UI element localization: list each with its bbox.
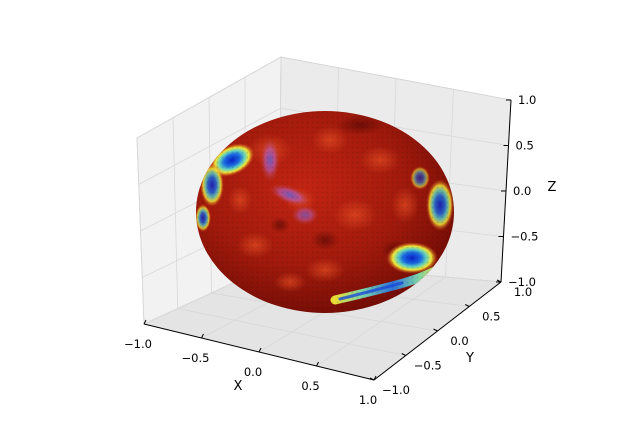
y-axis-ticks: −1.0 −0.5 0.0 0.5 1.0 (369, 279, 532, 397)
z-tick-label: 0.0 (513, 184, 531, 198)
z-axis-ticks: −1.0 −0.5 0.0 0.5 1.0 (496, 93, 538, 289)
y-tick-mark (369, 377, 375, 381)
z-axis-label: Z (548, 180, 557, 195)
x-tick-mark (373, 375, 377, 381)
x-tick-label: 0.0 (244, 365, 262, 379)
x-tick-label: 1.0 (359, 393, 377, 407)
y-tick-label: 0.0 (450, 334, 468, 348)
x-tick-mark (143, 319, 147, 325)
x-tick-mark (316, 361, 319, 367)
z-tick-label: 1.0 (518, 93, 536, 107)
z-tick-label: −1.0 (508, 275, 536, 289)
x-axis-ticks: −1.0 −0.5 0.0 0.5 1.0 (124, 319, 377, 407)
y-axis-label: Y (465, 351, 474, 366)
y-tick-mark (465, 304, 470, 307)
x-tick-mark (258, 347, 262, 353)
y-tick-label: 0.5 (482, 310, 500, 324)
x-tick-mark (201, 333, 204, 339)
y-tick-label: −0.5 (414, 359, 442, 373)
x-tick-label: −0.5 (182, 351, 210, 365)
x-axis-label: X (234, 379, 243, 394)
z-tick-label: 0.5 (516, 139, 534, 153)
y-tick-mark (401, 353, 406, 356)
sphere-surface (196, 111, 454, 313)
x-tick-label: 0.5 (301, 379, 319, 393)
x-tick-label: −1.0 (124, 337, 152, 351)
y-tick-label: −1.0 (382, 383, 410, 397)
y-tick-mark (433, 328, 438, 332)
z-tick-label: −0.5 (511, 230, 539, 244)
y-tick-label: 1.0 (514, 285, 532, 299)
